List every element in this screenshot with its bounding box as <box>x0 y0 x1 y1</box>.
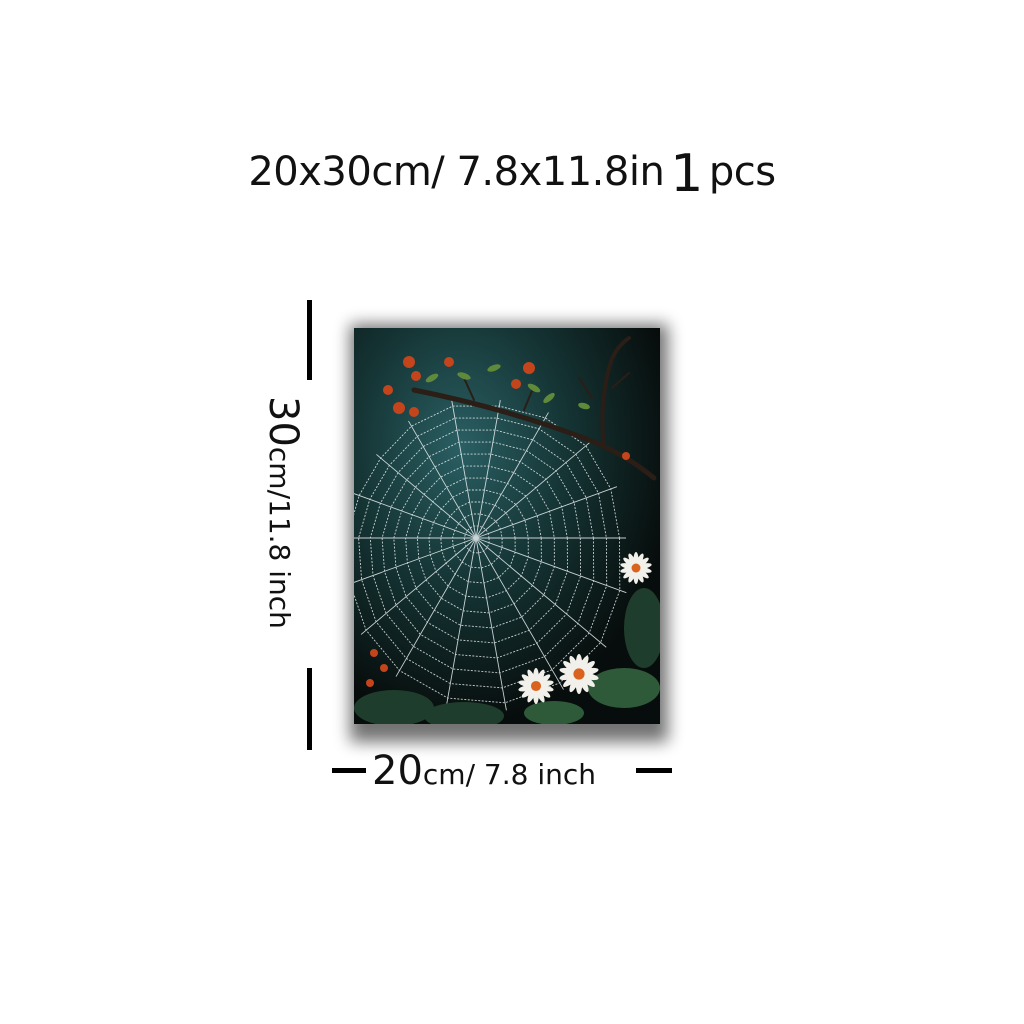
width-unit-text: cm/ 7.8 inch <box>422 758 597 791</box>
canvas-print-image <box>354 328 660 724</box>
quantity-value: 1 <box>670 144 703 204</box>
height-value: 30 <box>260 396 306 447</box>
width-value: 20 <box>372 748 423 794</box>
product-size-title: 20x30cm/ 7.8x11.8in 1 pcs <box>0 138 1024 204</box>
spider-web-artwork <box>354 328 660 724</box>
height-line-bottom <box>307 668 312 750</box>
size-text: 20x30cm/ 7.8x11.8in <box>248 149 665 195</box>
width-line-left <box>332 768 366 773</box>
berries <box>366 356 630 687</box>
artwork-background <box>354 328 660 724</box>
branch <box>411 336 657 481</box>
width-dimension-label: 20cm/ 7.8 inch <box>372 748 596 794</box>
foliage <box>354 588 660 724</box>
height-line-top <box>307 300 312 380</box>
quantity-unit: pcs <box>708 149 776 195</box>
width-line-right <box>636 768 672 773</box>
height-dimension-label: 30cm/11.8 inch <box>260 396 306 629</box>
branch-leaves <box>425 364 590 410</box>
height-unit-text: cm/11.8 inch <box>263 446 296 629</box>
spider-web <box>354 400 627 711</box>
daisies <box>518 552 652 704</box>
